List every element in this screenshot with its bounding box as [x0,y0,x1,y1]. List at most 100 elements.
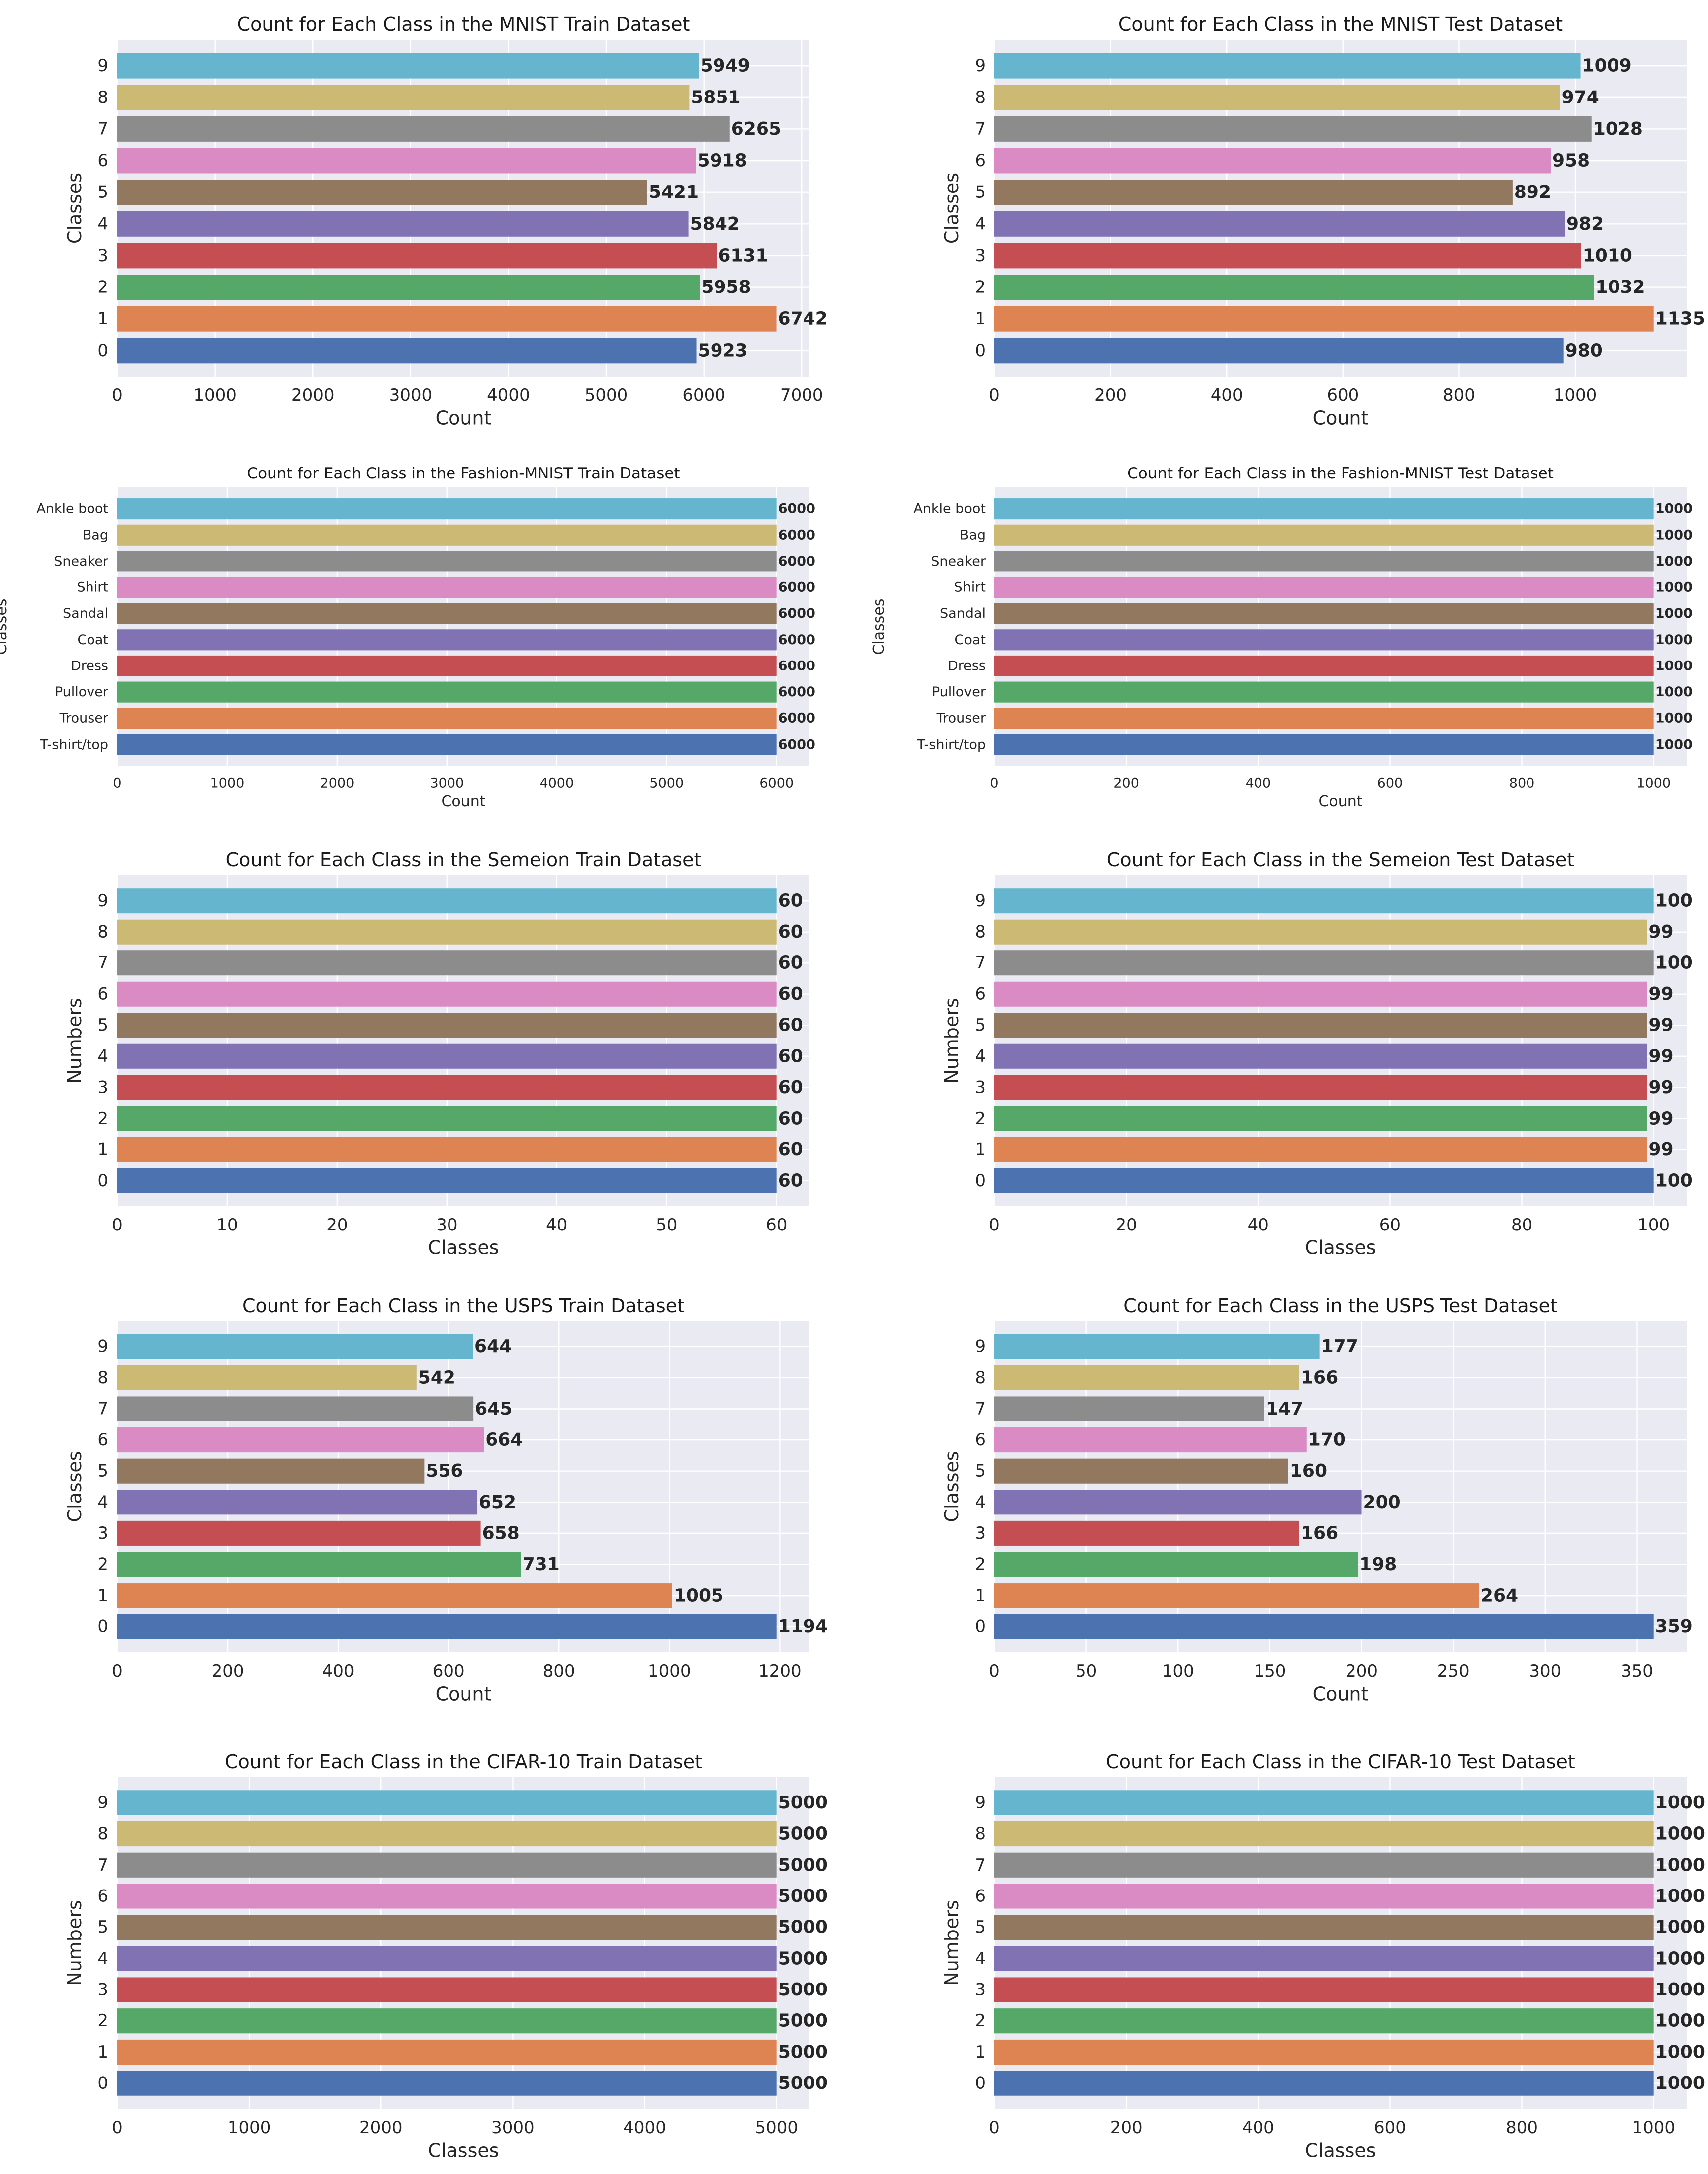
bar [994,1013,1647,1038]
bar-value-label: 100 [1655,1170,1693,1191]
bar [117,1043,777,1069]
chart-title: Count for Each Class in the Semeion Test… [1107,849,1574,871]
bar-value-label: 652 [479,1492,516,1512]
y-tick-label: 4 [975,1949,986,1969]
bar-value-label: 60 [778,1170,803,1191]
x-tick-label: 3000 [430,776,464,791]
bar [117,1520,481,1546]
bar-value-label: 6000 [778,501,815,517]
bar-value-label: 60 [778,953,803,973]
x-tick-label: 400 [1211,385,1243,405]
y-tick-label: 2 [975,1555,986,1575]
x-tick-label: 20 [1116,1215,1137,1235]
bar [117,681,777,703]
bar [994,1583,1479,1608]
y-tick-label: 2 [97,1555,108,1575]
bar-value-label: 5851 [691,87,740,107]
bar-value-label: 6000 [778,527,815,543]
bar-value-label: 99 [1648,1077,1673,1098]
y-tick-label: 1 [975,2042,986,2062]
y-tick-label: 9 [97,1793,108,1812]
chart-panel-9: 1000 0 1000 1 1000 2 1000 3 1000 4 1000 5 1000 6 1000 7… [941,1751,1705,2162]
y-tick-label: 0 [975,2074,986,2093]
x-tick-label: 400 [322,1661,355,1681]
bar-value-label: 1009 [1582,56,1632,76]
bar-value-label: 5000 [778,1917,828,1938]
bar-value-label: 1028 [1593,119,1643,139]
bar-value-label: 5000 [778,2042,828,2062]
y-tick-label: 0 [97,341,108,361]
y-tick-label: Coat [77,632,108,648]
bar-value-label: 1000 [1655,658,1693,673]
bar-value-label: 958 [1552,151,1590,171]
bar-value-label: 6000 [778,606,815,621]
bar-value-label: 6000 [778,658,815,673]
y-tick-label: 7 [975,119,986,139]
bar [994,211,1565,237]
x-tick-label: 0 [989,1661,1000,1681]
y-tick-label: 1 [97,2042,108,2062]
x-tick-label: 400 [1242,2118,1274,2138]
x-tick-label: 200 [1094,385,1127,405]
bar [994,243,1581,269]
bar [117,981,777,1007]
y-tick-label: 0 [975,1617,986,1637]
x-tick-label: 250 [1438,1661,1470,1681]
x-tick-label: 4000 [539,776,574,791]
bar [994,116,1592,142]
y-tick-label: 8 [97,88,108,107]
y-tick-label: 7 [97,1855,108,1875]
chart-title: Count for Each Class in the USPS Train D… [242,1295,685,1317]
bar-value-label: 60 [778,1139,803,1160]
x-tick-label: 300 [1529,1661,1561,1681]
bar-value-label: 60 [778,1108,803,1129]
bar [117,306,777,332]
bar-value-label: 982 [1566,214,1604,234]
y-tick-label: Coat [954,632,986,648]
bar [117,1106,777,1131]
bar-value-label: 1010 [1583,245,1632,266]
y-tick-label: 5 [975,183,986,202]
bar [117,1884,777,1909]
bar [994,498,1654,520]
x-tick-label: 0 [113,776,121,791]
x-tick-label: 0 [112,2118,123,2138]
x-tick-label: 0 [989,2118,1000,2138]
bar-value-label: 5000 [778,1793,828,1813]
bar [994,1614,1654,1639]
y-axis-label: Classes [870,598,888,655]
bar-value-label: 60 [778,1077,803,1098]
y-tick-label: 7 [97,119,108,139]
y-tick-label: Pullover [932,684,986,700]
bar-value-label: 5000 [778,1948,828,1969]
y-tick-label: 7 [975,1399,986,1418]
bar-value-label: 1032 [1595,277,1645,297]
bar-value-label: 974 [1562,87,1599,107]
x-tick-label: 80 [1511,1215,1532,1235]
x-tick-label: 200 [212,1661,244,1681]
y-axis-label: Numbers [64,998,86,1083]
bar [117,1977,777,2002]
bar [994,919,1647,945]
bar [994,1396,1264,1421]
y-tick-label: 8 [975,1824,986,1844]
bar [994,275,1594,300]
bar [117,116,730,142]
chart-panel-2: 6000 T-shirt/top 6000 Trouser 6000 Pullover 60… [0,465,815,810]
bar [117,1334,473,1359]
x-tick-label: 800 [543,1661,575,1681]
y-tick-label: 0 [975,341,986,361]
bar [994,1365,1300,1390]
bar [994,1915,1654,1940]
x-tick-label: 1000 [193,385,237,405]
x-tick-label: 600 [433,1661,465,1681]
bar [994,888,1654,914]
bar [994,2039,1654,2065]
x-axis-label: Classes [428,1237,499,1259]
bar [117,1137,777,1162]
y-tick-label: 6 [97,151,108,171]
x-tick-label: 350 [1621,1661,1653,1681]
bar [994,1884,1654,1909]
bar-value-label: 1000 [1655,501,1693,517]
x-tick-label: 400 [1246,776,1271,791]
